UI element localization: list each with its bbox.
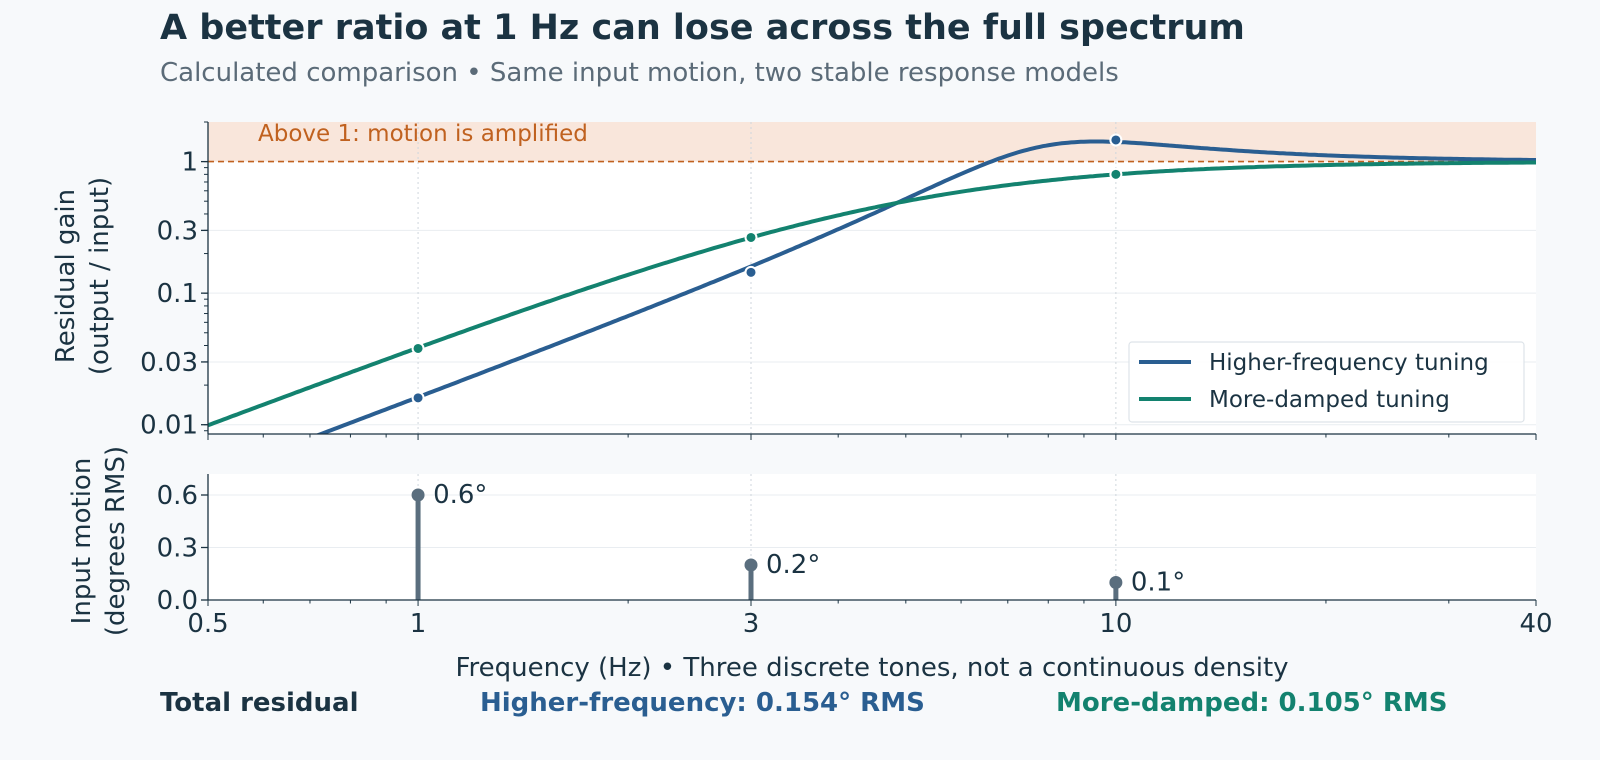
amplification-annotation: Above 1: motion is amplified — [258, 121, 588, 147]
gain-y-axis-label-0: Residual gain — [51, 189, 81, 363]
total-residual-higher-frequency: Higher-frequency: 0.154° RMS — [480, 688, 925, 718]
motion-y-axis-label-1: (degrees RMS) — [101, 446, 131, 636]
gain-ytick-label-3: 0.3 — [157, 216, 198, 246]
marker-more-damped-1 — [744, 230, 758, 244]
stem-head-1 — [744, 558, 758, 572]
marker-more-damped-0 — [411, 341, 425, 355]
stem-head-2 — [1109, 576, 1123, 589]
motion-ytick-label-1: 0.3 — [157, 534, 198, 564]
stem-value-label-1: 0.2° — [766, 550, 820, 580]
motion-xtick-label-3: 10 — [1099, 609, 1132, 639]
motion-ytick-label-0: 0.0 — [157, 586, 198, 616]
total-residual-summary: Total residual Higher-frequency: 0.154° … — [160, 688, 1560, 722]
gain-y-axis-label-1: (output / input) — [85, 177, 115, 375]
motion-ytick-label-2: 0.6 — [157, 481, 198, 511]
stem-value-label-0: 0.6° — [433, 480, 487, 510]
gain-ytick-label-4: 1 — [181, 148, 198, 178]
motion-xtick-label-0: 0.5 — [187, 609, 228, 639]
motion-y-axis-label-0: Input motion — [67, 458, 97, 625]
gain-ytick-label-0: 0.01 — [140, 411, 198, 441]
motion-xtick-label-1: 1 — [410, 609, 427, 639]
gain-ytick-label-2: 0.1 — [157, 279, 198, 309]
curve-more-damped — [208, 160, 1536, 428]
marker-higher-frequency-0 — [411, 391, 425, 405]
motion-xtick-label-4: 40 — [1519, 609, 1552, 639]
stem-head-0 — [411, 488, 425, 502]
total-residual-label: Total residual — [160, 688, 359, 718]
legend-box — [1128, 341, 1525, 423]
legend-label-higher-frequency: Higher-frequency tuning — [1209, 350, 1489, 376]
marker-higher-frequency-1 — [744, 265, 758, 279]
frequency-axis-label: Frequency (Hz) • Three discrete tones, n… — [455, 653, 1288, 683]
marker-more-damped-2 — [1109, 167, 1123, 181]
input-motion-panel: 0.6° 0.2° 0.1° 0.0 0.3 0.6 0.5 1 3 10 40 Input moti… — [67, 446, 1553, 683]
chart-subtitle: Calculated comparison • Same input motio… — [160, 58, 1119, 88]
curve-higher-frequency — [315, 139, 1536, 434]
legend-label-more-damped: More-damped tuning — [1209, 387, 1450, 413]
gain-panel: Above 1: motion is amplified 0.01 0.03 0.1 0… — [51, 121, 1537, 441]
motion-plot-background — [208, 474, 1536, 600]
motion-xtick-label-2: 3 — [743, 609, 760, 639]
total-residual-more-damped: More-damped: 0.105° RMS — [1056, 688, 1448, 718]
marker-higher-frequency-2 — [1109, 133, 1123, 147]
chart-title: A better ratio at 1 Hz can lose across t… — [160, 8, 1245, 48]
stem-value-label-2: 0.1° — [1131, 568, 1185, 598]
gain-ytick-label-1: 0.03 — [140, 348, 198, 378]
